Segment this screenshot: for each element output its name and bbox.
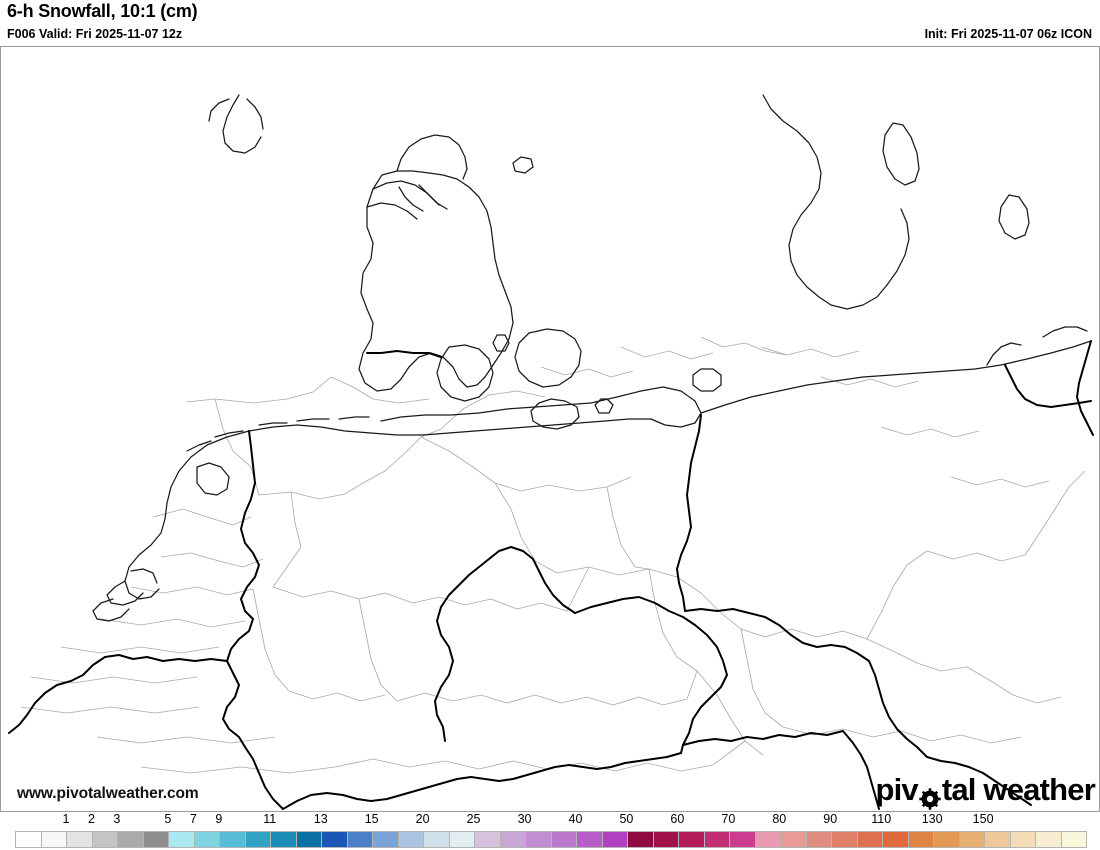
colorbar-swatch[interactable]	[679, 832, 705, 847]
colorbar-swatch[interactable]	[347, 832, 373, 847]
colorbar-tick: 13	[313, 812, 328, 826]
colorbar-swatch[interactable]	[475, 832, 501, 847]
colorbar-swatch[interactable]	[373, 832, 399, 847]
colorbar-tick: 3	[113, 812, 121, 826]
colorbar-swatch[interactable]	[883, 832, 909, 847]
colorbar-tick: 9	[215, 812, 223, 826]
colorbar-tick: 70	[721, 812, 736, 826]
colorbar-swatch[interactable]	[959, 832, 985, 847]
colorbar[interactable]: 1 2 3 5 7 9 11 13 15 20 25 30 40 50 60 70 80 90 110 130 150	[0, 812, 1100, 850]
colorbar-swatch[interactable]	[92, 832, 118, 847]
coastlines	[92, 94, 1092, 622]
colorbar-swatch[interactable]	[755, 832, 781, 847]
colorbar-swatch[interactable]	[730, 832, 756, 847]
colorbar-swatch[interactable]	[398, 832, 424, 847]
colorbar-swatch[interactable]	[934, 832, 960, 847]
colorbar-tick: 1	[62, 812, 70, 826]
colorbar-swatch[interactable]	[449, 832, 475, 847]
colorbar-tick: 130	[921, 812, 943, 826]
colorbar-swatch[interactable]	[908, 832, 934, 847]
brand-text-part1: piv	[875, 772, 918, 807]
colorbar-swatch[interactable]	[220, 832, 246, 847]
colorbar-tick: 40	[568, 812, 583, 826]
valid-time-label: F006 Valid: Fri 2025-11-07 12z	[7, 27, 183, 41]
colorbar-tick: 60	[670, 812, 685, 826]
colorbar-tick: 110	[871, 812, 892, 826]
colorbar-swatch[interactable]	[194, 832, 220, 847]
colorbar-swatch[interactable]	[551, 832, 577, 847]
colorbar-swatch[interactable]	[118, 832, 144, 847]
gear-icon	[919, 782, 941, 810]
colorbar-swatch[interactable]	[1010, 832, 1036, 847]
colorbar-swatch[interactable]	[832, 832, 858, 847]
colorbar-swatch[interactable]	[781, 832, 807, 847]
colorbar-tick: 15	[364, 812, 379, 826]
colorbar-swatches[interactable]	[15, 831, 1087, 848]
colorbar-swatch[interactable]	[424, 832, 450, 847]
colorbar-swatch[interactable]	[296, 832, 322, 847]
colorbar-swatch[interactable]	[67, 832, 93, 847]
country-borders	[8, 340, 1094, 810]
header: 6-h Snowfall, 10:1 (cm) F006 Valid: Fri …	[0, 0, 1100, 46]
colorbar-tick: 7	[189, 812, 197, 826]
colorbar-swatch[interactable]	[857, 832, 883, 847]
colorbar-tick: 25	[466, 812, 481, 826]
colorbar-swatch[interactable]	[169, 832, 195, 847]
colorbar-tick-labels: 1 2 3 5 7 9 11 13 15 20 25 30 40 50 60 70 80 90 110 130 150	[0, 812, 1100, 829]
colorbar-tick: 2	[87, 812, 95, 826]
colorbar-swatch[interactable]	[577, 832, 603, 847]
map-vector-layer	[1, 47, 1099, 811]
brand-watermark: piv	[875, 772, 1096, 810]
colorbar-swatch[interactable]	[704, 832, 730, 847]
colorbar-tick: 5	[164, 812, 172, 826]
watermark-url: www.pivotalweather.com	[17, 785, 199, 802]
colorbar-swatch[interactable]	[16, 832, 42, 847]
colorbar-swatch[interactable]	[985, 832, 1011, 847]
colorbar-swatch[interactable]	[41, 832, 67, 847]
colorbar-swatch[interactable]	[653, 832, 679, 847]
admin-boundaries	[20, 336, 1086, 774]
colorbar-swatch[interactable]	[500, 832, 526, 847]
colorbar-swatch[interactable]	[526, 832, 552, 847]
brand-text-part2: tal weather	[941, 772, 1096, 807]
colorbar-swatch[interactable]	[1061, 832, 1086, 847]
colorbar-tick: 150	[972, 812, 994, 826]
colorbar-swatch[interactable]	[806, 832, 832, 847]
colorbar-swatch[interactable]	[1036, 832, 1062, 847]
colorbar-tick: 30	[517, 812, 532, 826]
colorbar-swatch[interactable]	[271, 832, 297, 847]
map-canvas[interactable]: www.pivotalweather.com piv	[0, 46, 1100, 812]
colorbar-tick: 50	[619, 812, 634, 826]
colorbar-swatch[interactable]	[602, 832, 628, 847]
colorbar-tick: 20	[415, 812, 430, 826]
colorbar-swatch[interactable]	[143, 832, 169, 847]
colorbar-swatch[interactable]	[245, 832, 271, 847]
colorbar-swatch[interactable]	[322, 832, 348, 847]
colorbar-tick: 80	[772, 812, 787, 826]
init-time-label: Init: Fri 2025-11-07 06z ICON	[924, 27, 1092, 41]
colorbar-tick: 11	[263, 812, 277, 826]
colorbar-tick: 90	[823, 812, 838, 826]
colorbar-swatch[interactable]	[628, 832, 654, 847]
page-title: 6-h Snowfall, 10:1 (cm)	[7, 1, 198, 21]
